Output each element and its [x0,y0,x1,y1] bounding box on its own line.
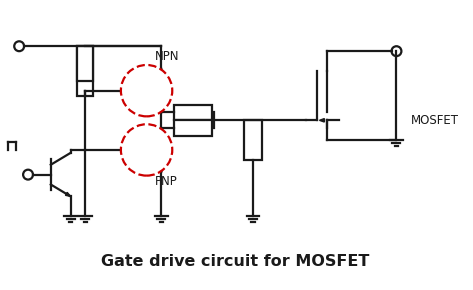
Bar [174,104,212,120]
Circle shape [14,41,24,51]
Circle shape [121,65,172,116]
Polygon shape [156,109,161,113]
Bar [78,46,93,81]
Polygon shape [319,119,324,122]
Text: Gate drive circuit for MOSFET: Gate drive circuit for MOSFET [101,254,369,269]
Polygon shape [130,135,135,138]
Circle shape [121,124,172,176]
Bar [174,120,212,136]
Bar [78,46,93,96]
Circle shape [392,46,402,56]
Circle shape [23,170,33,180]
Text: NPN: NPN [155,50,179,63]
Bar [245,120,262,160]
Text: MOSFET: MOSFET [412,114,459,127]
Text: PNP: PNP [155,175,177,188]
Polygon shape [65,192,70,196]
